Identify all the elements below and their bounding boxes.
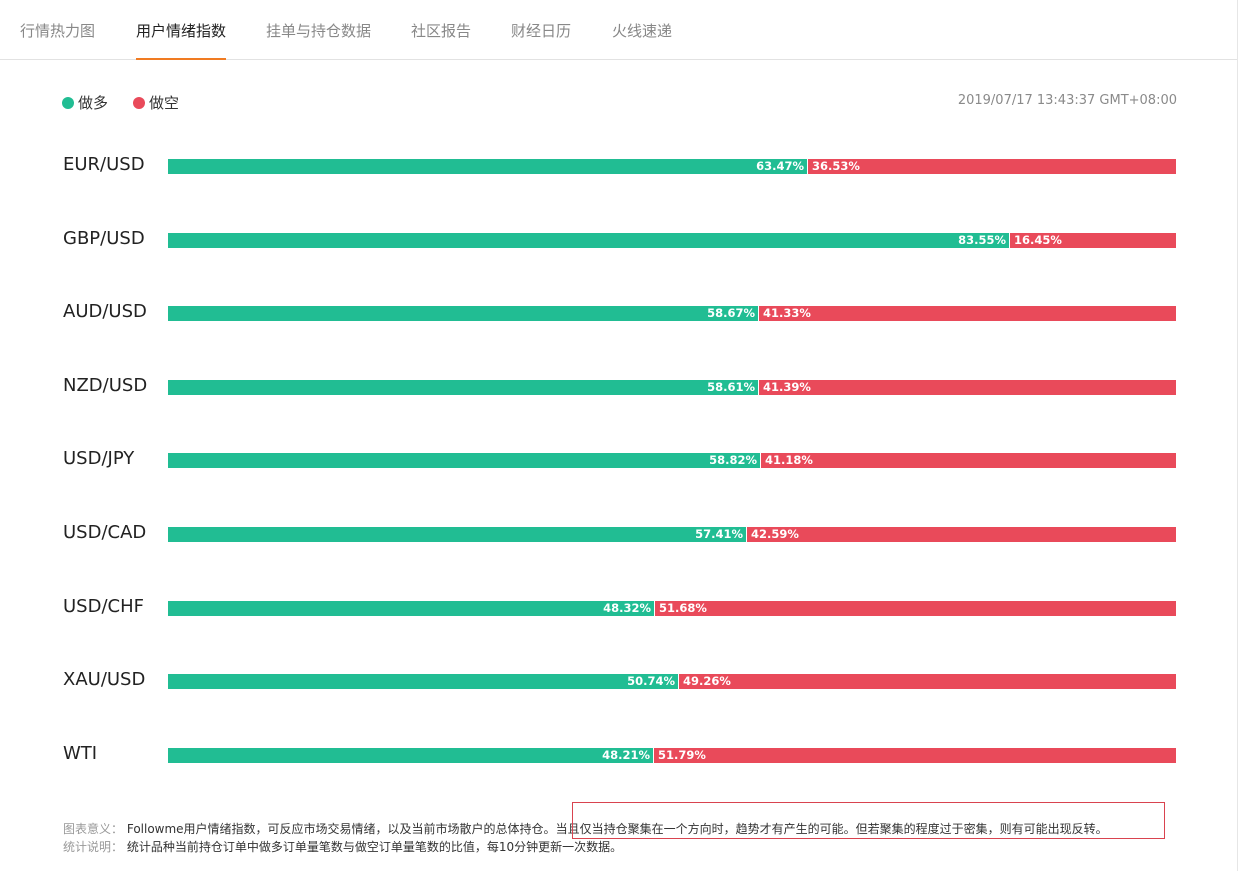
- legend-dot-long: [62, 97, 74, 109]
- long-value-label: 48.21%: [602, 748, 650, 762]
- pair-label: GBP/USD: [63, 228, 145, 249]
- tab-bar: 行情热力图 用户情绪指数 挂单与持仓数据 社区报告 财经日历 火线速递: [0, 0, 1237, 60]
- note-meaning-highlight: 当且仅当持仓聚集在一个方向时，趋势才有产生的可能。但若聚集的程度过于密集，则有可…: [555, 822, 1108, 836]
- tab-orders-positions[interactable]: 挂单与持仓数据: [266, 22, 372, 40]
- chart-row: NZD/USD 58.61% 41.39%: [0, 367, 1243, 407]
- update-timestamp: 2019/07/17 13:43:37 GMT+08:00: [957, 93, 1177, 108]
- note-stats-text: 统计品种当前持仓订单中做多订单量笔数与做空订单量笔数的比值，每10分钟更新一次数…: [126, 840, 623, 854]
- short-value-label: 16.45%: [1014, 233, 1062, 247]
- long-value-label: 58.67%: [707, 306, 755, 320]
- short-value-label: 51.68%: [659, 601, 707, 615]
- chart-row: USD/CAD 57.41% 42.59%: [0, 514, 1243, 554]
- short-segment: [679, 674, 1176, 689]
- chart-row: XAU/USD 50.74% 49.26%: [0, 661, 1243, 701]
- legend-item-long: 做多: [62, 92, 108, 113]
- long-value-label: 58.82%: [709, 453, 757, 467]
- chart-row: USD/CHF 48.32% 51.68%: [0, 588, 1243, 628]
- long-segment: 57.41%: [168, 527, 747, 542]
- long-segment: 58.67%: [168, 306, 759, 321]
- pair-label: WTI: [63, 743, 98, 764]
- short-value-label: 36.53%: [812, 159, 860, 173]
- short-value-label: 51.79%: [658, 748, 706, 762]
- short-value-label: 41.18%: [765, 453, 813, 467]
- legend-dot-short: [133, 97, 145, 109]
- long-segment: 48.32%: [168, 601, 655, 616]
- note-meaning-key: 图表意义：: [63, 822, 124, 836]
- note-stats-key: 统计说明：: [63, 840, 124, 854]
- chart-row: USD/JPY 58.82% 41.18%: [0, 440, 1243, 480]
- sentiment-bar: 58.61% 41.39%: [168, 380, 1176, 395]
- short-segment: [655, 601, 1176, 616]
- tab-sentiment-index[interactable]: 用户情绪指数: [136, 0, 227, 60]
- short-segment: [761, 453, 1176, 468]
- pair-label: NZD/USD: [63, 375, 148, 396]
- chart-row: AUD/USD 58.67% 41.33%: [0, 293, 1243, 333]
- note-meaning: 图表意义： Followme用户情绪指数，可反应市场交易情绪，以及当前市场散户的…: [63, 820, 1108, 838]
- sentiment-bar: 58.82% 41.18%: [168, 453, 1176, 468]
- legend-item-short: 做空: [133, 92, 179, 113]
- long-segment: 83.55%: [168, 233, 1010, 248]
- short-value-label: 49.26%: [683, 674, 731, 688]
- short-segment: [654, 748, 1176, 763]
- long-segment: 58.61%: [168, 380, 759, 395]
- long-value-label: 58.61%: [707, 380, 755, 394]
- short-segment: [759, 306, 1176, 321]
- short-value-label: 41.39%: [763, 380, 811, 394]
- pair-label: XAU/USD: [63, 669, 146, 690]
- sentiment-bar: 48.21% 51.79%: [168, 748, 1176, 763]
- note-stats: 统计说明： 统计品种当前持仓订单中做多订单量笔数与做空订单量笔数的比值，每10分…: [63, 838, 1108, 856]
- long-value-label: 83.55%: [958, 233, 1006, 247]
- pair-label: USD/CAD: [63, 522, 147, 543]
- long-segment: 48.21%: [168, 748, 654, 763]
- short-segment: [808, 159, 1176, 174]
- sentiment-bar: 48.32% 51.68%: [168, 601, 1176, 616]
- tab-heatmap[interactable]: 行情热力图: [20, 22, 96, 40]
- tab-community-report[interactable]: 社区报告: [411, 22, 472, 40]
- note-meaning-text: Followme用户情绪指数，可反应市场交易情绪，以及当前市场散户的总体持仓。: [126, 822, 556, 836]
- short-segment: [747, 527, 1176, 542]
- legend-label-long: 做多: [78, 94, 109, 112]
- long-segment: 63.47%: [168, 159, 808, 174]
- long-segment: 58.82%: [168, 453, 761, 468]
- tab-live-news[interactable]: 火线速递: [612, 22, 673, 40]
- chart-notes: 图表意义： Followme用户情绪指数，可反应市场交易情绪，以及当前市场散户的…: [63, 820, 1108, 856]
- short-value-label: 41.33%: [763, 306, 811, 320]
- sentiment-bar: 63.47% 36.53%: [168, 159, 1176, 174]
- sentiment-bar: 58.67% 41.33%: [168, 306, 1176, 321]
- pair-label: USD/JPY: [63, 448, 135, 469]
- sentiment-bar: 57.41% 42.59%: [168, 527, 1176, 542]
- long-value-label: 50.74%: [627, 674, 675, 688]
- pair-label: EUR/USD: [63, 154, 145, 175]
- long-segment: 50.74%: [168, 674, 679, 689]
- panel-edge: [1237, 0, 1238, 871]
- sentiment-bar: 83.55% 16.45%: [168, 233, 1176, 248]
- chart-row: GBP/USD 83.55% 16.45%: [0, 220, 1243, 260]
- tab-economic-calendar[interactable]: 财经日历: [511, 22, 572, 40]
- long-value-label: 57.41%: [695, 527, 743, 541]
- chart-row: WTI 48.21% 51.79%: [0, 735, 1243, 775]
- sentiment-bar: 50.74% 49.26%: [168, 674, 1176, 689]
- short-segment: [759, 380, 1176, 395]
- long-value-label: 63.47%: [756, 159, 804, 173]
- pair-label: AUD/USD: [63, 301, 147, 322]
- pair-label: USD/CHF: [63, 596, 144, 617]
- short-value-label: 42.59%: [751, 527, 799, 541]
- legend-label-short: 做空: [149, 94, 180, 112]
- chart-row: EUR/USD 63.47% 36.53%: [0, 146, 1243, 186]
- long-value-label: 48.32%: [603, 601, 651, 615]
